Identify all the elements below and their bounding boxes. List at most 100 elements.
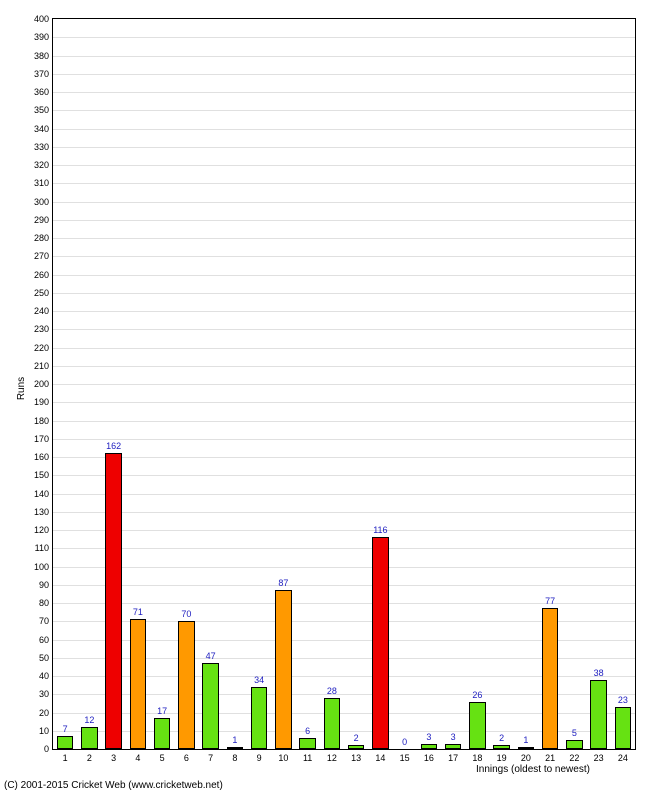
bar bbox=[615, 707, 631, 749]
bar-value-label: 71 bbox=[133, 607, 143, 617]
gridline bbox=[53, 56, 635, 57]
bar bbox=[154, 718, 170, 749]
gridline bbox=[53, 275, 635, 276]
y-tick-label: 150 bbox=[34, 470, 49, 480]
y-tick-label: 70 bbox=[39, 616, 49, 626]
y-tick-label: 20 bbox=[39, 708, 49, 718]
y-tick-label: 220 bbox=[34, 343, 49, 353]
bar bbox=[372, 537, 388, 749]
y-tick-label: 390 bbox=[34, 32, 49, 42]
y-tick-label: 130 bbox=[34, 507, 49, 517]
x-tick-label: 15 bbox=[400, 753, 410, 763]
gridline bbox=[53, 311, 635, 312]
x-tick-label: 7 bbox=[208, 753, 213, 763]
copyright-text: (C) 2001-2015 Cricket Web (www.cricketwe… bbox=[4, 780, 223, 791]
y-tick-label: 190 bbox=[34, 397, 49, 407]
gridline bbox=[53, 165, 635, 166]
y-tick-label: 230 bbox=[34, 324, 49, 334]
bar bbox=[542, 608, 558, 749]
x-tick-label: 23 bbox=[594, 753, 604, 763]
bar-value-label: 1 bbox=[232, 735, 237, 745]
gridline bbox=[53, 37, 635, 38]
bar-value-label: 7 bbox=[63, 724, 68, 734]
y-tick-label: 60 bbox=[39, 635, 49, 645]
gridline bbox=[53, 366, 635, 367]
gridline bbox=[53, 74, 635, 75]
x-tick-label: 11 bbox=[303, 753, 312, 763]
bar bbox=[251, 687, 267, 749]
bar-value-label: 17 bbox=[157, 706, 167, 716]
x-tick-label: 6 bbox=[184, 753, 189, 763]
bar-value-label: 34 bbox=[254, 675, 264, 685]
y-tick-label: 30 bbox=[39, 689, 49, 699]
y-tick-label: 240 bbox=[34, 306, 49, 316]
bar-value-label: 3 bbox=[451, 732, 456, 742]
y-tick-label: 200 bbox=[34, 379, 49, 389]
bar bbox=[566, 740, 582, 749]
y-tick-label: 380 bbox=[34, 51, 49, 61]
y-tick-label: 120 bbox=[34, 525, 49, 535]
gridline bbox=[53, 567, 635, 568]
bar-value-label: 47 bbox=[206, 651, 216, 661]
bar-value-label: 5 bbox=[572, 728, 577, 738]
bar-value-label: 87 bbox=[278, 578, 288, 588]
y-tick-label: 160 bbox=[34, 452, 49, 462]
x-tick-label: 21 bbox=[545, 753, 555, 763]
gridline bbox=[53, 293, 635, 294]
gridline bbox=[53, 238, 635, 239]
bar-value-label: 70 bbox=[181, 609, 191, 619]
bar bbox=[299, 738, 315, 749]
bar-value-label: 12 bbox=[84, 715, 94, 725]
x-axis-title: Innings (oldest to newest) bbox=[476, 764, 590, 775]
gridline bbox=[53, 329, 635, 330]
gridline bbox=[53, 475, 635, 476]
gridline bbox=[53, 402, 635, 403]
x-tick-label: 1 bbox=[63, 753, 68, 763]
gridline bbox=[53, 457, 635, 458]
bar-value-label: 6 bbox=[305, 726, 310, 736]
bar bbox=[348, 745, 364, 749]
gridline bbox=[53, 439, 635, 440]
x-tick-label: 20 bbox=[521, 753, 531, 763]
bar bbox=[227, 747, 243, 749]
bar bbox=[275, 590, 291, 749]
bar bbox=[324, 698, 340, 749]
bar-value-label: 0 bbox=[402, 737, 407, 747]
gridline bbox=[53, 129, 635, 130]
bar-value-label: 3 bbox=[426, 732, 431, 742]
y-tick-label: 290 bbox=[34, 215, 49, 225]
y-tick-label: 350 bbox=[34, 105, 49, 115]
gridline bbox=[53, 202, 635, 203]
y-tick-label: 370 bbox=[34, 69, 49, 79]
bar bbox=[105, 453, 121, 749]
y-tick-label: 90 bbox=[39, 580, 49, 590]
bar-value-label: 38 bbox=[594, 668, 604, 678]
bar-value-label: 2 bbox=[499, 733, 504, 743]
x-tick-label: 4 bbox=[135, 753, 140, 763]
y-tick-label: 110 bbox=[35, 543, 49, 553]
bar bbox=[57, 736, 73, 749]
gridline bbox=[53, 348, 635, 349]
bar-value-label: 1 bbox=[523, 735, 528, 745]
gridline bbox=[53, 110, 635, 111]
gridline bbox=[53, 421, 635, 422]
bar-value-label: 23 bbox=[618, 695, 628, 705]
y-tick-label: 50 bbox=[39, 653, 49, 663]
x-tick-label: 19 bbox=[497, 753, 507, 763]
x-tick-label: 10 bbox=[278, 753, 288, 763]
x-tick-label: 13 bbox=[351, 753, 361, 763]
bar-value-label: 77 bbox=[545, 596, 555, 606]
x-tick-label: 9 bbox=[257, 753, 262, 763]
y-tick-label: 320 bbox=[34, 160, 49, 170]
bar-value-label: 2 bbox=[354, 733, 359, 743]
bar bbox=[421, 744, 437, 749]
y-axis-title: Runs bbox=[16, 377, 27, 400]
bar bbox=[202, 663, 218, 749]
bar bbox=[469, 702, 485, 749]
x-tick-label: 24 bbox=[618, 753, 628, 763]
y-tick-label: 180 bbox=[34, 416, 49, 426]
bar bbox=[590, 680, 606, 749]
y-tick-label: 10 bbox=[39, 726, 49, 736]
y-tick-label: 340 bbox=[34, 124, 49, 134]
y-tick-label: 170 bbox=[34, 434, 49, 444]
